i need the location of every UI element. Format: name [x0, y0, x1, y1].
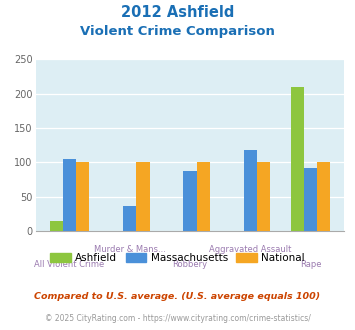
Text: Robbery: Robbery: [173, 260, 207, 269]
Bar: [304, 168, 317, 231]
Bar: [76, 162, 89, 231]
Text: Violent Crime Comparison: Violent Crime Comparison: [80, 25, 275, 38]
Bar: [317, 162, 330, 231]
Text: Compared to U.S. average. (U.S. average equals 100): Compared to U.S. average. (U.S. average …: [34, 292, 321, 301]
Text: All Violent Crime: All Violent Crime: [34, 260, 104, 269]
Bar: [50, 221, 63, 231]
Text: Rape: Rape: [300, 260, 321, 269]
Text: 2012 Ashfield: 2012 Ashfield: [121, 5, 234, 20]
Bar: [290, 87, 304, 231]
Bar: [183, 171, 197, 231]
Bar: [123, 206, 136, 231]
Legend: Ashfield, Massachusetts, National: Ashfield, Massachusetts, National: [46, 248, 309, 267]
Bar: [197, 162, 210, 231]
Text: Murder & Mans...: Murder & Mans...: [94, 245, 166, 254]
Bar: [244, 150, 257, 231]
Bar: [257, 162, 270, 231]
Text: Aggravated Assault: Aggravated Assault: [209, 245, 291, 254]
Text: © 2025 CityRating.com - https://www.cityrating.com/crime-statistics/: © 2025 CityRating.com - https://www.city…: [45, 314, 310, 323]
Bar: [63, 159, 76, 231]
Bar: [136, 162, 149, 231]
